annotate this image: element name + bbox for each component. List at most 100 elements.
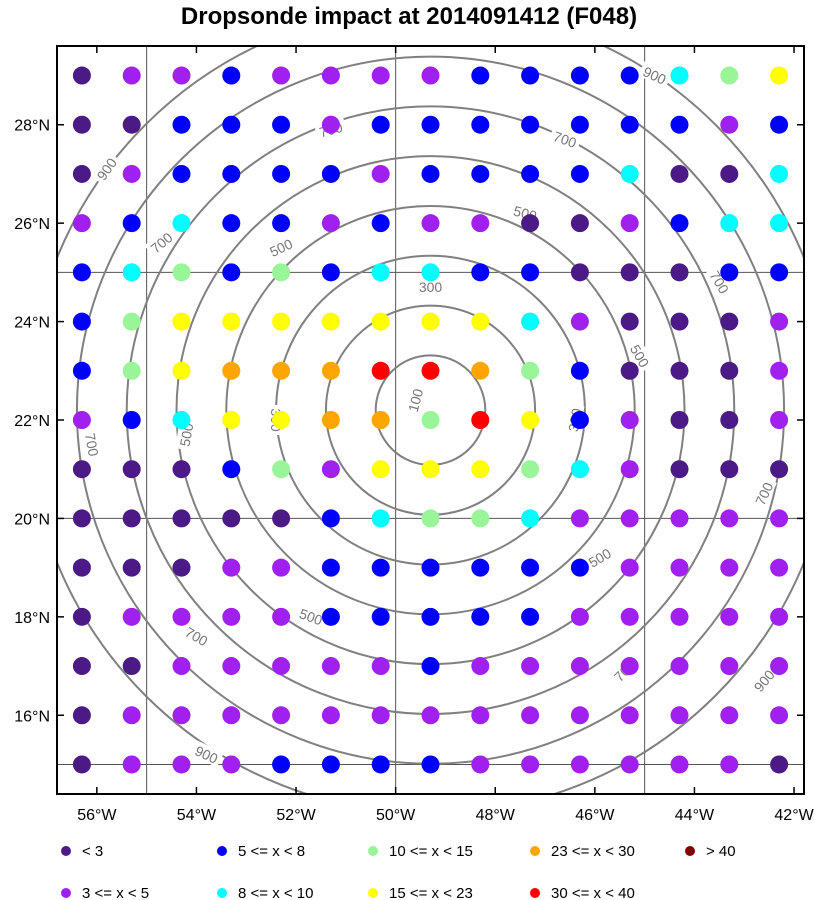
contour-label: 700: [551, 128, 579, 151]
impact-dot: [620, 66, 639, 85]
impact-dot: [122, 411, 141, 429]
legend-swatch: [368, 888, 378, 898]
impact-dot: [222, 558, 241, 577]
impact-dot: [172, 706, 191, 725]
impact-dot: [421, 164, 440, 183]
impact-dot: [421, 755, 440, 774]
contour-label-bg: [705, 264, 735, 299]
legend-swatch: [217, 888, 227, 898]
y-tick-label: 24°N: [14, 315, 50, 332]
impact-dot: [371, 411, 390, 429]
impact-dot: [122, 361, 141, 380]
impact-dot: [272, 263, 291, 282]
impact-dot: [222, 164, 241, 183]
impact-dot: [72, 361, 91, 380]
impact-dot: [570, 214, 589, 233]
y-tick-label: 20°N: [14, 511, 50, 528]
impact-dot: [321, 411, 340, 429]
impact-dot: [321, 657, 340, 676]
impact-dot: [371, 66, 390, 85]
impact-dot: [321, 115, 340, 134]
impact-dot: [471, 657, 490, 676]
impact-dot: [321, 66, 340, 85]
impact-dot: [172, 657, 191, 676]
impact-dot: [122, 657, 141, 676]
impact-dot: [371, 558, 390, 577]
impact-dot: [670, 214, 689, 233]
impact-dot: [521, 558, 540, 577]
impact-dot: [321, 755, 340, 774]
legend-label: 23 <= x < 30: [551, 843, 635, 860]
impact-dot: [720, 657, 739, 676]
impact-dot: [222, 755, 241, 774]
legend-swatch: [685, 846, 695, 856]
impact-dot: [521, 312, 540, 331]
contour-label-bg: [582, 542, 617, 572]
contour-label-bg: [402, 383, 427, 417]
impact-dot: [670, 115, 689, 134]
impact-dot: [272, 361, 291, 380]
impact-dot: [471, 607, 490, 626]
x-tick-label: 46°W: [575, 807, 615, 824]
impact-dot: [222, 214, 241, 233]
impact-dot: [570, 263, 589, 282]
impact-dot: [172, 558, 191, 577]
x-tick-label: 56°W: [77, 807, 117, 824]
impact-dot: [72, 411, 91, 429]
impact-dot: [272, 657, 291, 676]
contour-label: 300: [419, 279, 443, 295]
impact-dot: [570, 509, 589, 528]
axis-ticks: 56°W 54°W 52°W 50°W 48°W 46°W 44°W 42°W 16°N 18°N…: [14, 46, 815, 824]
legend-swatch: [530, 846, 540, 856]
impact-dot: [72, 66, 91, 85]
impact-dot: [122, 755, 141, 774]
impact-dots: [72, 66, 789, 774]
impact-dot: [670, 509, 689, 528]
impact-dot: [72, 460, 91, 479]
impact-dot: [521, 509, 540, 528]
impact-dot: [222, 411, 241, 429]
impact-dot: [570, 460, 589, 479]
y-tick-label: 22°N: [14, 413, 50, 430]
impact-dot: [770, 706, 789, 725]
contour-label-bg: [189, 740, 224, 768]
impact-dot: [421, 509, 440, 528]
impact-dot: [321, 509, 340, 528]
impact-dot: [371, 607, 390, 626]
impact-dot: [720, 607, 739, 626]
impact-dot: [471, 411, 490, 429]
impact-dot: [770, 558, 789, 577]
impact-dot: [321, 361, 340, 380]
impact-dot: [421, 214, 440, 233]
impact-dot: [371, 263, 390, 282]
contour-label-bg: [144, 226, 178, 258]
impact-dot: [122, 66, 141, 85]
impact-dot: [770, 66, 789, 85]
impact-dot: [770, 164, 789, 183]
impact-dot: [421, 706, 440, 725]
impact-dot: [620, 460, 639, 479]
impact-dot: [421, 460, 440, 479]
impact-dot: [720, 755, 739, 774]
impact-dot: [72, 607, 91, 626]
legend-swatch: [61, 888, 71, 898]
impact-dot: [272, 706, 291, 725]
impact-dot: [222, 66, 241, 85]
impact-dot: [521, 361, 540, 380]
contour-label-bg: [263, 233, 298, 261]
impact-dot: [570, 706, 589, 725]
impact-dot: [72, 558, 91, 577]
impact-dot: [172, 460, 191, 479]
impact-dot: [770, 460, 789, 479]
impact-dot: [321, 558, 340, 577]
impact-dot: [321, 312, 340, 331]
impact-dot: [521, 214, 540, 233]
impact-dot: [72, 214, 91, 233]
impact-dot: [471, 460, 490, 479]
map-area: 1003003003005005005005005005007007007007…: [14, 45, 815, 824]
impact-dot: [421, 312, 440, 331]
impact-dot: [720, 509, 739, 528]
legend: < 3 5 <= x < 8 10 <= x < 15 23 <= x < 30 > 4…: [61, 843, 736, 900]
impact-dot: [770, 312, 789, 331]
impact-dot: [471, 312, 490, 331]
